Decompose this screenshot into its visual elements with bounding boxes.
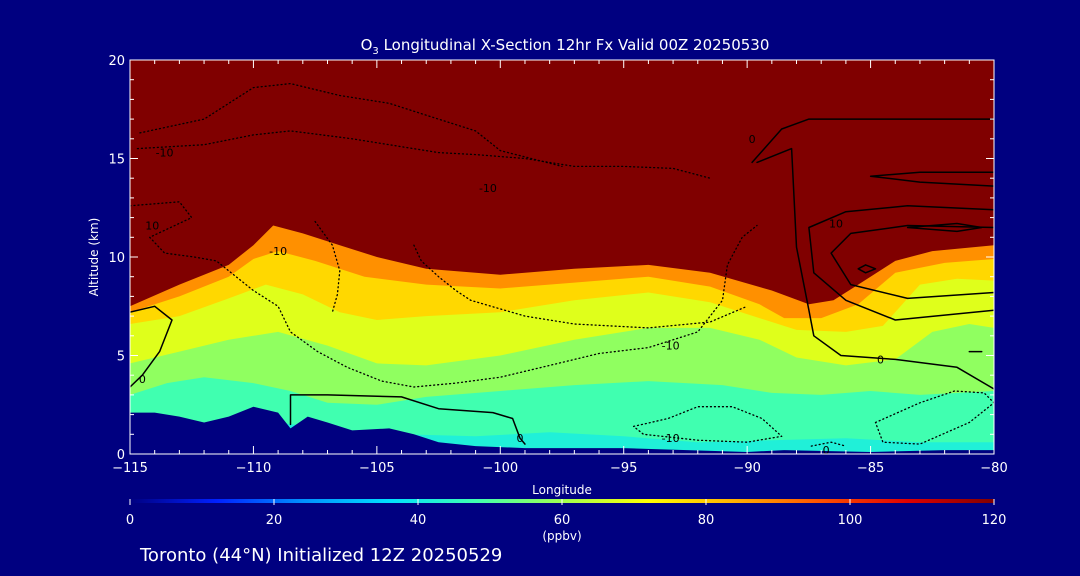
ozone-anomaly-contours — [130, 82, 994, 447]
contour-solid-0 — [130, 305, 173, 388]
contour-label-9: 0 — [877, 353, 884, 366]
contour-dotted-14 — [413, 244, 748, 329]
colorbar-tick-label: 40 — [410, 513, 427, 528]
title-species: O — [361, 36, 373, 54]
colorbar-tick-label: 120 — [982, 513, 1007, 528]
contour-label-8: 10 — [829, 218, 843, 231]
colorbar-tick-label: 60 — [554, 513, 571, 528]
x-axis-label: Longitude — [532, 483, 592, 497]
ozone-fill-layers — [130, 225, 994, 454]
location-init-label: Toronto (44°N) Initialized 12Z 20250529 — [139, 545, 502, 566]
y-tick-label: 15 — [108, 153, 125, 168]
x-tick-label: −95 — [610, 461, 637, 476]
contour-labels: 0 -10 10 -10 -10 -10 -10 0 10 0 0 0 — [139, 133, 884, 457]
contour-solid-5 — [830, 224, 994, 300]
contour-dotted-16 — [874, 390, 994, 445]
contour-solid-4 — [808, 205, 994, 321]
contour-solid-7 — [906, 222, 983, 233]
colorbar-unit-label: (ppbv) — [542, 529, 581, 543]
contour-label-3: -10 — [269, 245, 287, 258]
y-axis: 0 5 10 15 20 — [108, 54, 994, 463]
contour-label-10: 0 — [517, 432, 524, 445]
contour-label-11: 0 — [823, 444, 830, 457]
y-tick-label: 5 — [117, 350, 125, 365]
contour-label-7: 0 — [749, 133, 756, 146]
contour-dotted-15 — [632, 406, 783, 443]
contour-label-1: -10 — [156, 147, 174, 160]
colorbar-tick-label: 20 — [266, 513, 283, 528]
x-tick-label: −110 — [236, 461, 272, 476]
colorbar-tick-label: 80 — [698, 513, 715, 528]
chart-title: O3 Longitudinal X-Section 12hr Fx Valid … — [361, 36, 770, 57]
y-axis-label: Altitude (km) — [87, 218, 101, 297]
contour-dotted-10 — [136, 130, 711, 179]
contour-solid-8 — [869, 171, 994, 187]
x-tick-label: −100 — [482, 461, 518, 476]
x-tick-label: −80 — [980, 461, 1007, 476]
contour-label-5: -10 — [662, 340, 680, 353]
title-rest: Longitudinal X-Section 12hr Fx Valid 00Z… — [379, 36, 770, 54]
contour-label-4: -10 — [479, 182, 497, 195]
x-tick-label: −90 — [733, 461, 760, 476]
terrain — [130, 406, 994, 454]
x-tick-label: −115 — [112, 461, 148, 476]
x-tick-label: −85 — [857, 461, 884, 476]
contour-label-0: 0 — [139, 373, 146, 386]
contour-label-6: -10 — [662, 432, 680, 445]
y-tick-label: 10 — [108, 251, 125, 266]
y-tick-label: 0 — [117, 448, 125, 463]
title-subscript: 3 — [372, 46, 378, 57]
contour-solid-1 — [289, 394, 526, 445]
contour-solid-6 — [857, 264, 877, 274]
contour-dotted-17 — [810, 441, 847, 447]
x-axis: −115 −110 −105 −100 −95 −90 −85 −80 — [112, 60, 1008, 476]
colorbar-ticks: 0 20 40 60 80 100 120 — [126, 499, 1007, 528]
colorbar-tick-label: 0 — [126, 513, 134, 528]
contour-solid-3 — [756, 147, 994, 390]
y-tick-label: 20 — [108, 54, 125, 69]
contour-label-2: 10 — [145, 219, 159, 232]
contour-dotted-13 — [314, 220, 341, 313]
contour-solid-2 — [751, 118, 994, 164]
x-tick-label: −105 — [359, 461, 395, 476]
colorbar-tick-label: 100 — [838, 513, 863, 528]
contour-dotted-11 — [139, 82, 563, 168]
